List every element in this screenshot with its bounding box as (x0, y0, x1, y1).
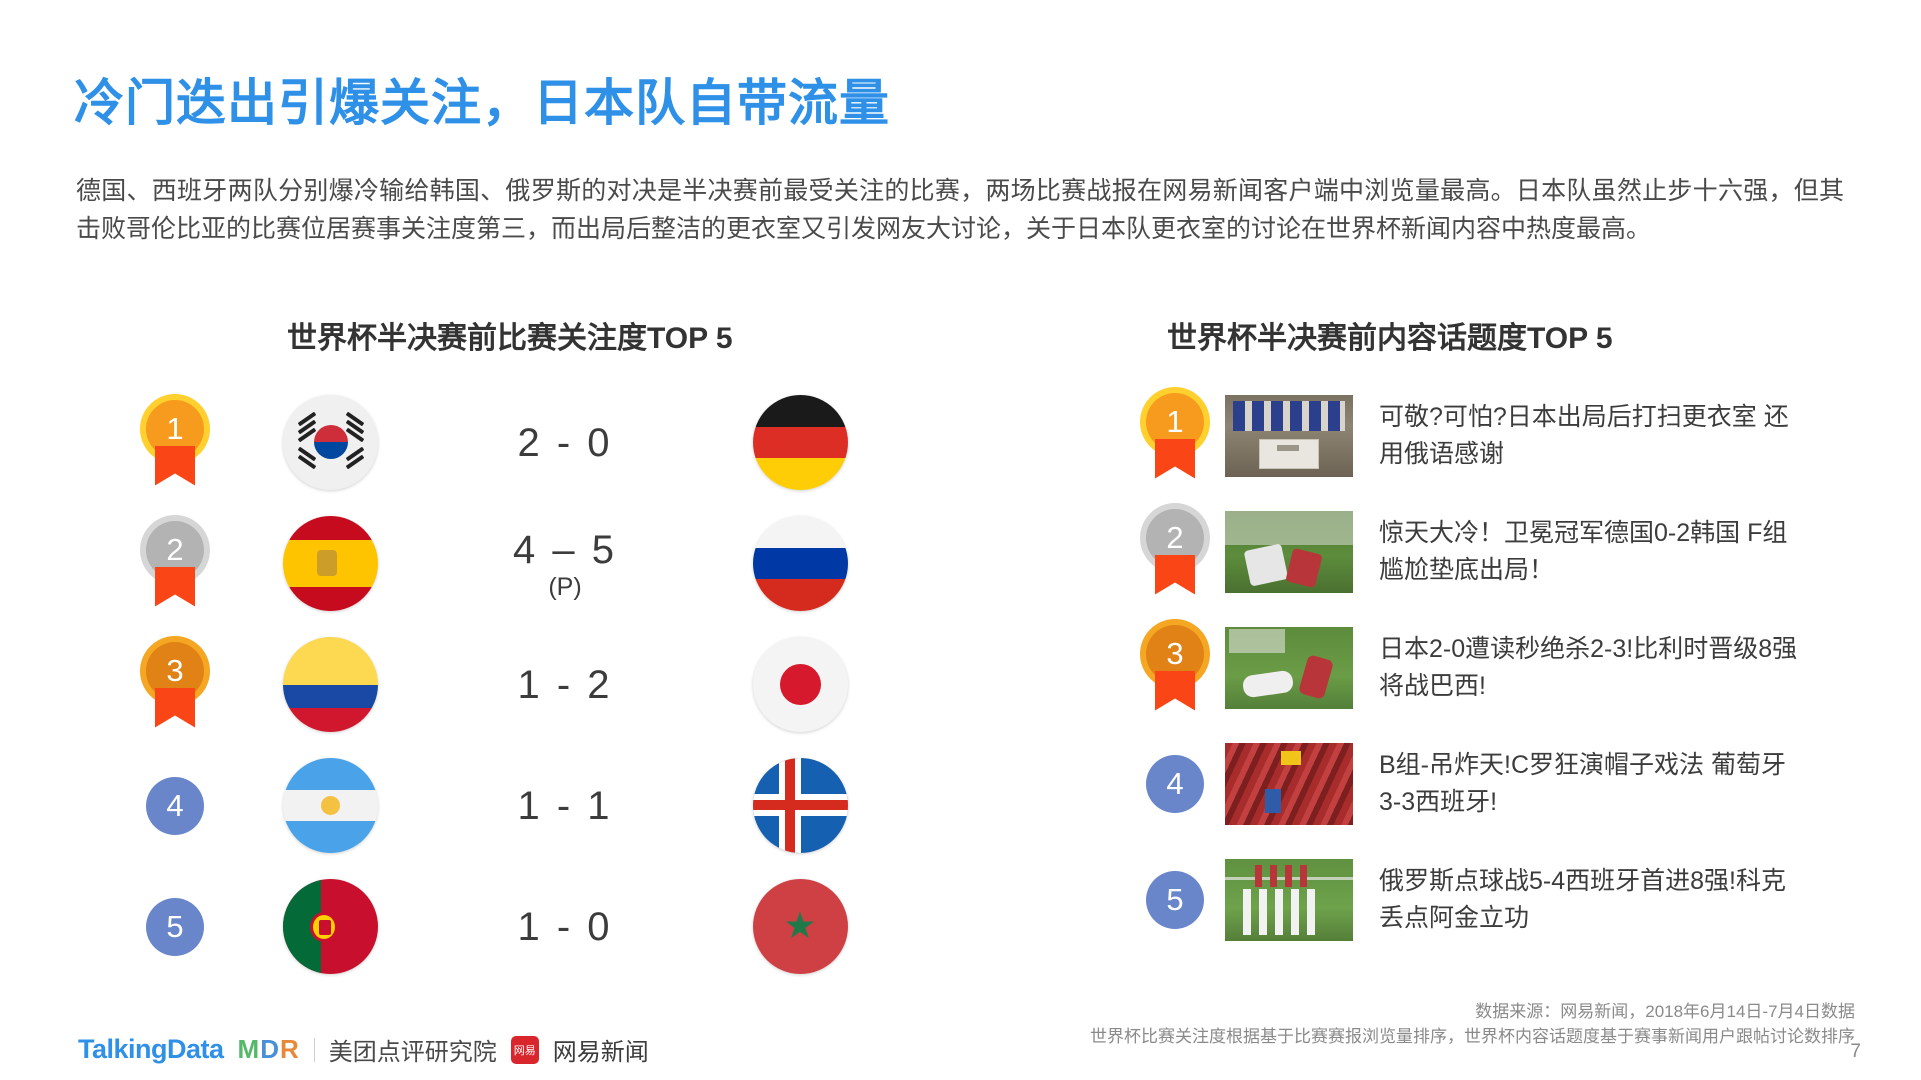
locker-room-photo (1225, 394, 1353, 477)
match-list: 1 2 - 0 (120, 382, 910, 987)
morocco-flag-icon: ★ (752, 879, 848, 974)
topic-title[interactable]: 日本2-0遭读秒绝杀2-3!比利时晋级8强将战巴西! (1379, 634, 1798, 700)
korea-flag-icon (282, 395, 378, 490)
germany-flag-icon (752, 395, 848, 490)
page-title: 冷门迭出引爆关注，日本队自带流量 (74, 75, 890, 131)
topic-row: 4 B组-吊炸天!C罗狂演帽子戏法 葡萄牙3-3西班牙! (1125, 736, 1885, 831)
netease-news-logo: 网易新闻 (552, 1039, 649, 1066)
goalmouth-action-photo (1225, 510, 1353, 593)
score-value: 2 - 0 (517, 420, 613, 465)
rank-cell: 1 (1125, 392, 1225, 479)
ribbon-icon (1155, 554, 1195, 595)
mdr-m: M (237, 1034, 261, 1064)
rank-circle-icon: 5 (1146, 870, 1204, 929)
rank-cell: 2 (120, 520, 230, 607)
match-row: 5 1 - 0 ★ (120, 866, 910, 987)
ribbon-icon (1155, 438, 1195, 479)
methodology-note: 世界杯比赛关注度根据基于比赛赛报浏览量排序，世界杯内容话题度基于赛事新闻用户跟帖… (1090, 1027, 1855, 1046)
away-flag-cell (700, 516, 900, 611)
colombia-flag-icon (282, 637, 378, 732)
away-flag-cell: ★ (700, 879, 900, 974)
score-cell: 1 - 0 (430, 904, 700, 950)
left-section-title: 世界杯半决赛前比赛关注度TOP 5 (287, 322, 733, 355)
intro-paragraph: 德国、西班牙两队分别爆冷输给韩国、俄罗斯的对决是半决赛前最受关注的比赛，两场比赛… (76, 177, 1844, 243)
topic-title[interactable]: 可敬?可怕?日本出局后打扫更衣室 还用俄语感谢 (1379, 402, 1789, 468)
match-row: 4 1 - 1 (120, 745, 910, 866)
home-flag-cell (230, 879, 430, 974)
silver-medal-icon: 2 (146, 520, 204, 607)
score-cell: 4 – 5 (P) (430, 527, 700, 601)
bronze-medal-icon: 3 (1146, 624, 1204, 711)
gold-medal-icon: 1 (1146, 392, 1204, 479)
right-section-title: 世界杯半决赛前内容话题度TOP 5 (1167, 322, 1613, 355)
portugal-flag-icon (282, 879, 378, 974)
source-note: 数据来源：网易新闻，2018年6月14日-7月4日数据 (1475, 1002, 1855, 1021)
score-value: 4 – 5 (513, 527, 617, 572)
players-on-pitch-photo (1225, 626, 1353, 709)
page-number: 7 (1850, 1041, 1861, 1062)
match-row: 1 2 - 0 (120, 382, 910, 503)
away-flag-cell (700, 637, 900, 732)
ribbon-icon (155, 566, 195, 607)
topic-list: 1 可敬?可怕?日本出局后打扫更衣室 还用俄语感谢 2 惊天大冷！卫冕冠军德国0… (1125, 388, 1885, 968)
score-cell: 1 - 1 (430, 783, 700, 829)
rank-cell: 3 (1125, 624, 1225, 711)
ribbon-icon (155, 687, 195, 728)
match-row: 2 4 – 5 (P) (120, 503, 910, 624)
spain-flag-icon (282, 516, 378, 611)
bronze-medal-icon: 3 (146, 641, 204, 728)
topic-title[interactable]: 俄罗斯点球战5-4西班牙首进8强!科克丢点阿金立功 (1379, 866, 1786, 932)
argentina-flag-icon (282, 758, 378, 853)
talkingdata-logo: TalkingData (78, 1034, 224, 1064)
score-cell: 1 - 2 (430, 662, 700, 708)
home-flag-cell (230, 516, 430, 611)
team-celebration-photo (1225, 858, 1353, 941)
netease-mark-icon: 网易 (510, 1035, 539, 1064)
score-value: 1 - 1 (517, 783, 613, 828)
mdr-d: D (260, 1034, 280, 1064)
mdr-r: R (279, 1034, 300, 1064)
rank-cell: 4 (1125, 754, 1225, 813)
russia-flag-icon (752, 516, 848, 611)
red-crowd-photo (1225, 742, 1353, 825)
score-value: 1 - 0 (517, 904, 613, 949)
japan-flag-icon (752, 637, 848, 732)
rank-cell: 1 (120, 399, 230, 486)
rank-circle-icon: 5 (146, 897, 204, 956)
rank-circle-icon: 4 (146, 776, 204, 835)
score-cell: 2 - 0 (430, 420, 700, 466)
silver-medal-icon: 2 (1146, 508, 1204, 595)
rank-cell: 5 (120, 897, 230, 956)
ribbon-icon (1155, 670, 1195, 711)
away-flag-cell (700, 758, 900, 853)
mdr-logo: MDR (238, 1034, 300, 1065)
topic-row: 3 日本2-0遭读秒绝杀2-3!比利时晋级8强将战巴西! (1125, 620, 1885, 715)
home-flag-cell (230, 637, 430, 732)
topic-title[interactable]: B组-吊炸天!C罗狂演帽子戏法 葡萄牙3-3西班牙! (1379, 750, 1786, 816)
gold-medal-icon: 1 (146, 399, 204, 486)
rank-cell: 4 (120, 776, 230, 835)
score-value: 1 - 2 (517, 662, 613, 707)
topic-row: 2 惊天大冷！卫冕冠军德国0-2韩国 F组尴尬垫底出局！ (1125, 504, 1885, 599)
topic-row: 5 俄罗斯点球战5-4西班牙首进8强!科克丢点阿金立功 (1125, 852, 1885, 947)
home-flag-cell (230, 395, 430, 490)
topic-row: 1 可敬?可怕?日本出局后打扫更衣室 还用俄语感谢 (1125, 388, 1885, 483)
rank-cell: 3 (120, 641, 230, 728)
meituan-dianping-logo: 美团点评研究院 (328, 1039, 497, 1066)
iceland-flag-icon (752, 758, 848, 853)
topic-title[interactable]: 惊天大冷！卫冕冠军德国0-2韩国 F组尴尬垫底出局！ (1379, 518, 1788, 584)
away-flag-cell (700, 395, 900, 490)
rank-cell: 2 (1125, 508, 1225, 595)
logo-divider (313, 1037, 315, 1062)
rank-cell: 5 (1125, 870, 1225, 929)
match-row: 3 1 - 2 (120, 624, 910, 745)
home-flag-cell (230, 758, 430, 853)
ribbon-icon (155, 445, 195, 486)
score-note: (P) (548, 572, 582, 601)
footer-logos: TalkingData MDR 美团点评研究院 网易 网易新闻 (78, 1032, 649, 1067)
rank-circle-icon: 4 (1146, 754, 1204, 813)
